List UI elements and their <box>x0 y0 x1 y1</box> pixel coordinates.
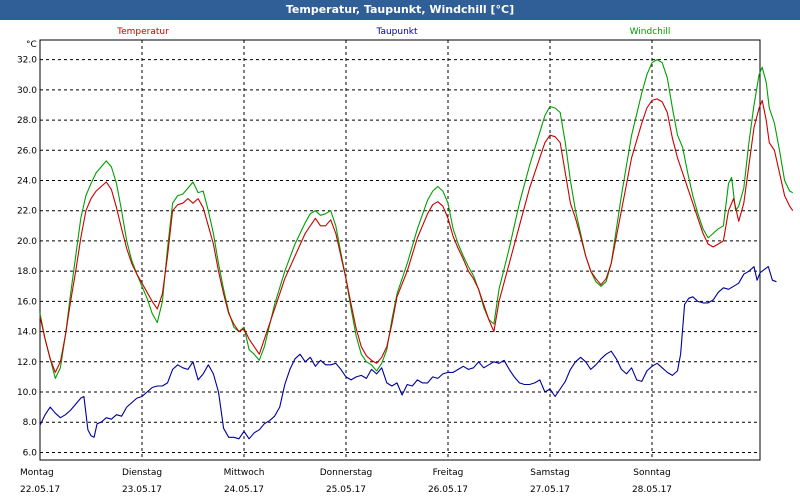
y-tick-label: 26.0 <box>17 146 37 156</box>
series-line-taupunkt <box>39 266 777 440</box>
x-tick-date: 24.05.17 <box>224 485 264 495</box>
x-tick-date: 23.05.17 <box>122 485 162 495</box>
y-tick-label: 10.0 <box>17 388 37 398</box>
y-tick-label: 32.0 <box>17 56 37 66</box>
y-tick-label: 28.0 <box>17 116 37 126</box>
y-tick-label: 30.0 <box>17 86 37 96</box>
x-tick-day: Sonntag <box>633 468 670 478</box>
y-tick-label: 16.0 <box>17 297 37 307</box>
window-title: Temperatur, Taupunkt, Windchill [°C] <box>0 0 800 20</box>
y-tick-label: 22.0 <box>17 207 37 217</box>
y-tick-label: 14.0 <box>17 328 37 338</box>
x-tick-date: 26.05.17 <box>428 485 468 495</box>
x-tick-day: Donnerstag <box>320 468 373 478</box>
y-tick-label: 20.0 <box>17 237 37 247</box>
x-axis-ticks: Montag 22.05.17 Dienstag 23.05.17 Mittwoch 24… <box>20 468 672 495</box>
x-tick-date: 25.05.17 <box>326 485 366 495</box>
legend-taupunkt: Taupunkt <box>375 27 418 37</box>
series-lines <box>39 59 794 440</box>
x-tick-date: 28.05.17 <box>632 485 672 495</box>
x-tick-day: Freitag <box>433 468 464 478</box>
series-line-windchill <box>39 59 794 379</box>
x-tick-day: Samstag <box>530 468 569 478</box>
y-axis-ticks: 6.0 8.0 10.0 12.0 14.0 16.0 18.0 20.0 22.0 24.0 26… <box>17 56 37 459</box>
grid <box>40 40 760 460</box>
legend-windchill: Windchill <box>630 27 671 37</box>
x-tick-day: Dienstag <box>122 468 162 478</box>
y-tick-label: 18.0 <box>17 267 37 277</box>
y-tick-label: 6.0 <box>23 448 38 458</box>
y-axis-label: °C <box>26 40 37 50</box>
y-tick-label: 12.0 <box>17 358 37 368</box>
y-tick-label: 24.0 <box>17 177 37 187</box>
x-tick-day: Mittwoch <box>224 468 265 478</box>
x-tick-day: Montag <box>20 468 54 478</box>
x-tick-date: 22.05.17 <box>20 485 60 495</box>
legend-temperatur: Temperatur <box>116 27 169 37</box>
series-line-temperatur <box>39 98 794 373</box>
x-tick-date: 27.05.17 <box>530 485 570 495</box>
y-tick-label: 8.0 <box>23 418 38 428</box>
